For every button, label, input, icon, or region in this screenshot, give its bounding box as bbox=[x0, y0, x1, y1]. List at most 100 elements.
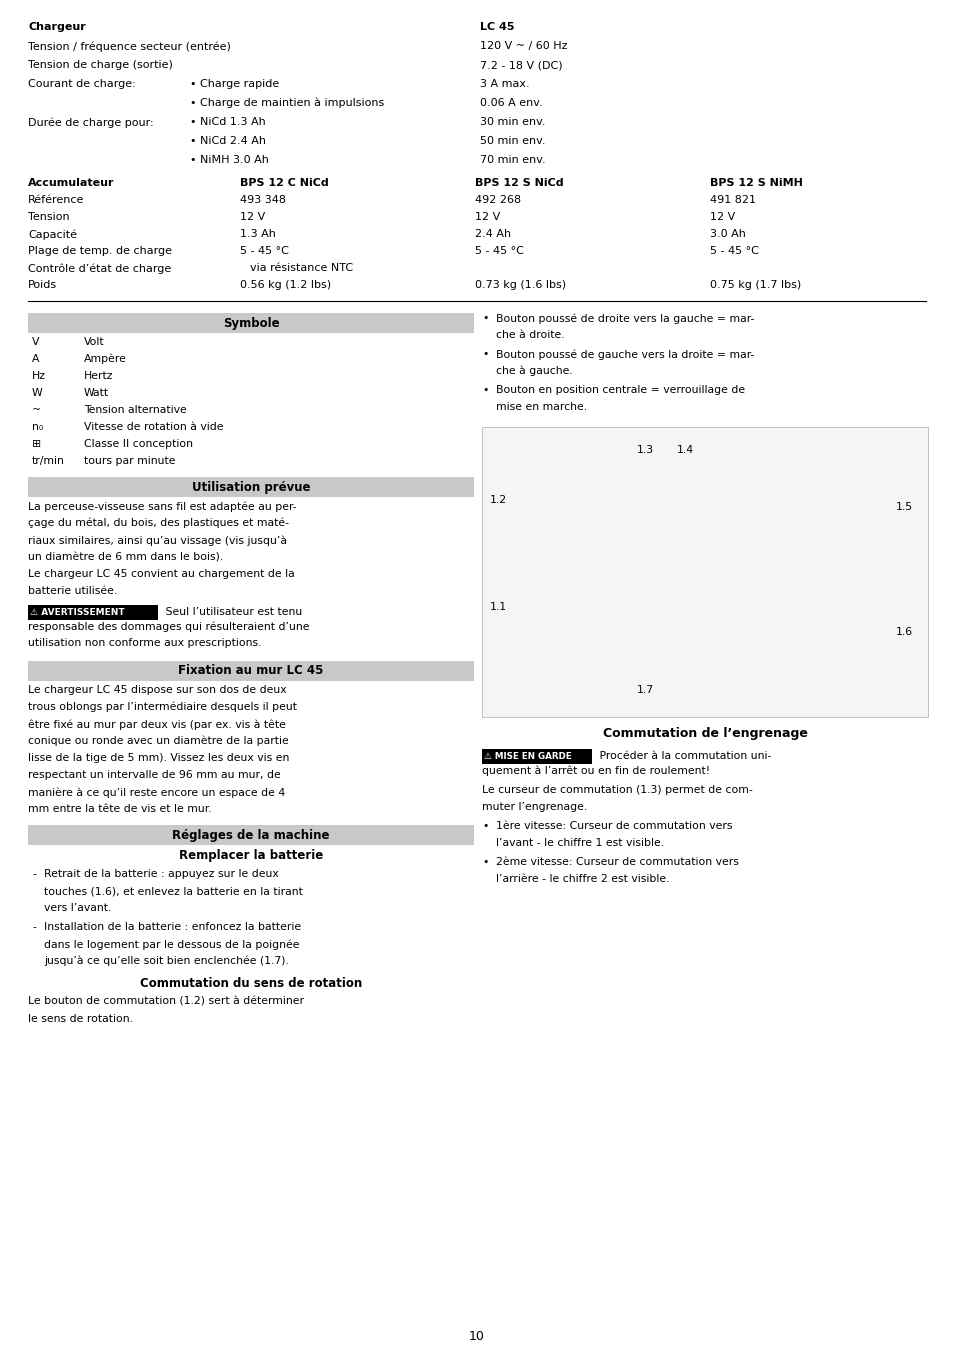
Text: 1.6: 1.6 bbox=[895, 627, 912, 638]
Text: 5 - 45 °C: 5 - 45 °C bbox=[709, 246, 758, 255]
Text: • Charge de maintien à impulsions: • Charge de maintien à impulsions bbox=[190, 99, 384, 108]
Bar bbox=[28, 605, 158, 620]
Text: mise en marche.: mise en marche. bbox=[496, 403, 586, 412]
Text: LC 45: LC 45 bbox=[479, 22, 514, 32]
Text: 50 min env.: 50 min env. bbox=[479, 136, 545, 146]
Text: W: W bbox=[32, 388, 43, 399]
Text: Remplacer la batterie: Remplacer la batterie bbox=[178, 848, 323, 862]
Text: 0.56 kg (1.2 lbs): 0.56 kg (1.2 lbs) bbox=[240, 280, 331, 290]
Text: Fixation au mur LC 45: Fixation au mur LC 45 bbox=[178, 665, 323, 677]
Text: Bouton en position centrale = verrouillage de: Bouton en position centrale = verrouilla… bbox=[496, 385, 744, 394]
Text: Seul l’utilisateur est tenu: Seul l’utilisateur est tenu bbox=[162, 607, 302, 617]
Text: • Charge rapide: • Charge rapide bbox=[190, 78, 279, 89]
Text: Le bouton de commutation (1.2) sert à déterminer: Le bouton de commutation (1.2) sert à dé… bbox=[28, 997, 304, 1006]
Text: 1ère vitesse: Curseur de commutation vers: 1ère vitesse: Curseur de commutation ver… bbox=[496, 821, 732, 831]
Text: vers l’avant.: vers l’avant. bbox=[44, 902, 112, 913]
Text: 10: 10 bbox=[469, 1329, 484, 1343]
Text: BPS 12 S NiMH: BPS 12 S NiMH bbox=[709, 178, 802, 188]
Text: A: A bbox=[32, 354, 39, 363]
Text: Symbole: Symbole bbox=[222, 316, 279, 330]
Text: BPS 12 S NiCd: BPS 12 S NiCd bbox=[475, 178, 563, 188]
Text: Capacité: Capacité bbox=[28, 230, 77, 239]
Text: 1.2: 1.2 bbox=[490, 494, 507, 505]
Text: 493 348: 493 348 bbox=[240, 195, 286, 205]
Text: che à droite.: che à droite. bbox=[496, 330, 564, 340]
Text: ⊞: ⊞ bbox=[32, 439, 41, 449]
Text: tours par minute: tours par minute bbox=[84, 457, 175, 466]
Text: • NiCd 2.4 Ah: • NiCd 2.4 Ah bbox=[190, 136, 266, 146]
Text: manière à ce qu’il reste encore un espace de 4: manière à ce qu’il reste encore un espac… bbox=[28, 788, 285, 797]
Text: être fixé au mur par deux vis (par ex. vis à tête: être fixé au mur par deux vis (par ex. v… bbox=[28, 719, 286, 730]
Text: • NiMH 3.0 Ah: • NiMH 3.0 Ah bbox=[190, 155, 269, 165]
Text: dans le logement par le dessous de la poignée: dans le logement par le dessous de la po… bbox=[44, 939, 299, 950]
Text: 30 min env.: 30 min env. bbox=[479, 118, 545, 127]
Text: 1.7: 1.7 bbox=[637, 685, 654, 694]
Text: Le chargeur LC 45 dispose sur son dos de deux: Le chargeur LC 45 dispose sur son dos de… bbox=[28, 685, 286, 694]
Text: 120 V ~ / 60 Hz: 120 V ~ / 60 Hz bbox=[479, 41, 567, 51]
Text: 3 A max.: 3 A max. bbox=[479, 78, 529, 89]
Text: • NiCd 1.3 Ah: • NiCd 1.3 Ah bbox=[190, 118, 266, 127]
Text: mm entre la tête de vis et le mur.: mm entre la tête de vis et le mur. bbox=[28, 804, 212, 815]
Text: Hz: Hz bbox=[32, 372, 46, 381]
Text: ⚠ MISE EN GARDE: ⚠ MISE EN GARDE bbox=[483, 753, 571, 761]
Text: La perceuse-visseuse sans fil est adaptée au per-: La perceuse-visseuse sans fil est adapté… bbox=[28, 501, 296, 512]
Text: Réglages de la machine: Réglages de la machine bbox=[172, 828, 330, 842]
Text: Accumulateur: Accumulateur bbox=[28, 178, 114, 188]
Text: le sens de rotation.: le sens de rotation. bbox=[28, 1015, 132, 1024]
Text: l’avant - le chiffre 1 est visible.: l’avant - le chiffre 1 est visible. bbox=[496, 838, 663, 848]
Text: Plage de temp. de charge: Plage de temp. de charge bbox=[28, 246, 172, 255]
Bar bbox=[481, 427, 927, 717]
Text: Installation de la batterie : enfoncez la batterie: Installation de la batterie : enfoncez l… bbox=[44, 921, 301, 932]
Text: 492 268: 492 268 bbox=[475, 195, 520, 205]
Text: l’arrière - le chiffre 2 est visible.: l’arrière - le chiffre 2 est visible. bbox=[496, 874, 669, 884]
Text: Watt: Watt bbox=[84, 388, 109, 399]
Text: che à gauche.: che à gauche. bbox=[496, 366, 572, 377]
Text: muter l’engrenage.: muter l’engrenage. bbox=[481, 802, 587, 812]
Text: conique ou ronde avec un diamètre de la partie: conique ou ronde avec un diamètre de la … bbox=[28, 736, 289, 747]
Text: Courant de charge:: Courant de charge: bbox=[28, 78, 135, 89]
Text: Utilisation prévue: Utilisation prévue bbox=[192, 481, 310, 493]
Text: responsable des dommages qui résulteraient d’une: responsable des dommages qui résulteraie… bbox=[28, 621, 309, 631]
Text: 0.73 kg (1.6 lbs): 0.73 kg (1.6 lbs) bbox=[475, 280, 565, 290]
Bar bbox=[28, 477, 474, 497]
Text: utilisation non conforme aux prescriptions.: utilisation non conforme aux prescriptio… bbox=[28, 638, 261, 648]
Text: 491 821: 491 821 bbox=[709, 195, 755, 205]
Text: •: • bbox=[481, 385, 488, 394]
Text: Référence: Référence bbox=[28, 195, 84, 205]
Text: 5 - 45 °C: 5 - 45 °C bbox=[475, 246, 523, 255]
Text: quement à l’arrêt ou en fin de roulement!: quement à l’arrêt ou en fin de roulement… bbox=[481, 765, 709, 775]
Text: Chargeur: Chargeur bbox=[28, 22, 86, 32]
Text: Retrait de la batterie : appuyez sur le deux: Retrait de la batterie : appuyez sur le … bbox=[44, 869, 278, 880]
Text: çage du métal, du bois, des plastiques et maté-: çage du métal, du bois, des plastiques e… bbox=[28, 517, 289, 528]
Text: ⚠ AVERTISSEMENT: ⚠ AVERTISSEMENT bbox=[30, 608, 125, 617]
Bar bbox=[28, 661, 474, 681]
Text: 3.0 Ah: 3.0 Ah bbox=[709, 230, 745, 239]
Text: •: • bbox=[481, 349, 488, 359]
Text: Durée de charge pour:: Durée de charge pour: bbox=[28, 118, 153, 127]
Text: 1.1: 1.1 bbox=[490, 603, 507, 612]
Text: 2ème vitesse: Curseur de commutation vers: 2ème vitesse: Curseur de commutation ver… bbox=[496, 857, 739, 867]
Text: •: • bbox=[481, 821, 488, 831]
Text: ~: ~ bbox=[32, 405, 41, 415]
Text: n₀: n₀ bbox=[32, 422, 43, 432]
Text: Classe II conception: Classe II conception bbox=[84, 439, 193, 449]
Text: 2.4 Ah: 2.4 Ah bbox=[475, 230, 511, 239]
Text: -: - bbox=[32, 869, 36, 880]
Text: Hertz: Hertz bbox=[84, 372, 113, 381]
Text: Tension / fréquence secteur (entrée): Tension / fréquence secteur (entrée) bbox=[28, 41, 231, 51]
Text: Procéder à la commutation uni-: Procéder à la commutation uni- bbox=[596, 751, 771, 761]
Text: batterie utilisée.: batterie utilisée. bbox=[28, 586, 117, 596]
Bar bbox=[481, 748, 592, 765]
Text: Le curseur de commutation (1.3) permet de com-: Le curseur de commutation (1.3) permet d… bbox=[481, 785, 752, 794]
Text: Commutation du sens de rotation: Commutation du sens de rotation bbox=[140, 977, 362, 990]
Text: Commutation de l’engrenage: Commutation de l’engrenage bbox=[602, 727, 806, 740]
Text: via résistance NTC: via résistance NTC bbox=[250, 263, 353, 273]
Text: V: V bbox=[32, 336, 39, 347]
Text: 1.5: 1.5 bbox=[895, 503, 912, 512]
Text: 0.75 kg (1.7 lbs): 0.75 kg (1.7 lbs) bbox=[709, 280, 801, 290]
Text: Tension de charge (sortie): Tension de charge (sortie) bbox=[28, 59, 172, 70]
Text: un diamètre de 6 mm dans le bois).: un diamètre de 6 mm dans le bois). bbox=[28, 553, 223, 562]
Text: respectant un intervalle de 96 mm au mur, de: respectant un intervalle de 96 mm au mur… bbox=[28, 770, 280, 780]
Text: 5 - 45 °C: 5 - 45 °C bbox=[240, 246, 289, 255]
Text: •: • bbox=[481, 313, 488, 323]
